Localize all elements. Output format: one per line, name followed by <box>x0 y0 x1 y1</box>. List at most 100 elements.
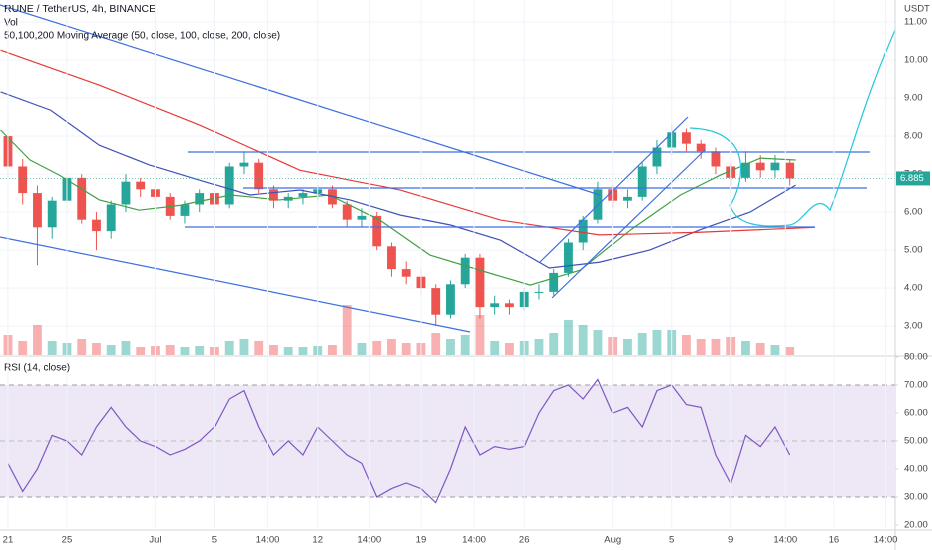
rsi-tick-label: 70.00 <box>904 380 928 391</box>
candle-body <box>637 166 647 197</box>
volume-bar <box>328 345 337 355</box>
volume-bar <box>224 341 234 355</box>
trend-line <box>0 236 471 333</box>
y-tick-label: 5.00 <box>904 245 923 256</box>
candle-body <box>564 242 573 273</box>
y-tick-label: 10.00 <box>904 55 928 66</box>
candle-body <box>106 204 116 232</box>
x-tick-label: 9 <box>728 535 733 546</box>
volume-bar <box>623 339 632 355</box>
volume-bar <box>785 347 795 355</box>
last-price-label: 6.885 <box>900 173 924 184</box>
moving-average <box>0 91 796 269</box>
candle-body <box>431 288 441 315</box>
candle-body <box>195 193 205 205</box>
volume-bar <box>741 341 750 355</box>
volume-bar <box>33 325 42 355</box>
rsi-tick-label: 80.00 <box>904 352 928 363</box>
candle-body <box>696 143 706 152</box>
volume-bar <box>652 330 662 355</box>
ma-label: 50,100,200 Moving Average (50, close, 10… <box>4 31 280 42</box>
volume-label: Vol <box>4 18 18 29</box>
candle-body <box>652 147 662 167</box>
candle-body <box>741 162 750 178</box>
volume-bar <box>18 341 28 355</box>
candle-body <box>342 204 352 220</box>
y-tick-label: 8.00 <box>904 131 923 142</box>
candle-body <box>387 246 396 270</box>
volume-bar <box>239 339 249 355</box>
y-tick-label: 6.00 <box>904 207 923 218</box>
volume-bar <box>136 347 146 355</box>
volume-bar <box>195 346 205 355</box>
volume-bar <box>401 343 411 355</box>
x-tick-label: Jul <box>149 535 161 546</box>
candle-body <box>33 193 42 228</box>
rsi-tick-label: 60.00 <box>904 408 928 419</box>
candle-body <box>357 215 367 220</box>
candle-body <box>460 257 470 285</box>
candle-body <box>475 257 485 308</box>
y-tick-label: 3.00 <box>904 321 923 332</box>
volume-bar <box>372 341 382 355</box>
volume-bar <box>180 347 190 355</box>
x-tick-label: 14:00 <box>256 535 280 546</box>
volume-bar <box>505 343 514 355</box>
volume-bar <box>755 343 765 355</box>
moving-average <box>0 129 796 286</box>
candle-body <box>534 291 544 293</box>
volume-bar <box>564 320 573 355</box>
candle-body <box>770 162 780 171</box>
x-tick-label: 26 <box>519 535 530 546</box>
candle-body <box>121 181 131 205</box>
volume-bar <box>696 339 706 355</box>
volume-bar <box>637 333 647 355</box>
volume-bar <box>47 341 57 355</box>
candle-body <box>254 162 264 190</box>
x-tick-label: 25 <box>62 535 73 546</box>
candle-body <box>372 215 382 247</box>
x-tick-label: 12 <box>312 535 323 546</box>
volume-bar <box>342 305 352 355</box>
x-tick-label: 14:00 <box>874 535 898 546</box>
x-tick-label: 21 <box>3 535 14 546</box>
rsi-label: RSI (14, close) <box>4 363 70 374</box>
y-tick-label: 11.00 <box>904 17 927 28</box>
volume-bar <box>711 339 721 355</box>
volume-bar <box>254 341 264 355</box>
volume-bar <box>682 335 691 355</box>
trend-line <box>0 4 601 196</box>
candle-body <box>92 219 101 232</box>
y-tick-label: 4.00 <box>904 283 923 294</box>
symbol-title: RUNE / TetherUS, 4h, BINANCE <box>4 3 156 15</box>
candle-body <box>136 181 146 190</box>
candle-body <box>785 162 795 179</box>
x-tick-label: 5 <box>669 535 674 546</box>
drawings <box>0 4 870 333</box>
rsi-line <box>7 378 791 504</box>
candle-body <box>711 151 721 167</box>
volume-bar <box>490 341 500 355</box>
volume-bar <box>92 343 101 355</box>
x-tick-label: 19 <box>416 535 427 546</box>
volume-bar <box>593 330 603 355</box>
projection-curve <box>689 29 896 227</box>
candle-body <box>623 196 632 201</box>
rsi-tick-label: 40.00 <box>904 464 928 475</box>
volume-bar <box>283 347 293 355</box>
candle-body <box>269 189 278 201</box>
volume-bar <box>357 343 367 355</box>
moving-average <box>0 49 815 236</box>
candle-body <box>755 162 765 171</box>
rsi-tick-label: 20.00 <box>904 520 928 531</box>
rsi-band <box>0 385 895 497</box>
rsi-tick-label: 30.00 <box>904 492 928 503</box>
candle-body <box>401 269 411 277</box>
x-tick-label: 14:00 <box>357 535 381 546</box>
candle-body <box>578 219 588 243</box>
currency-label: USDT <box>904 4 930 15</box>
candle-body <box>18 166 28 194</box>
volume-bar <box>431 333 441 355</box>
volume-bar <box>269 345 278 355</box>
